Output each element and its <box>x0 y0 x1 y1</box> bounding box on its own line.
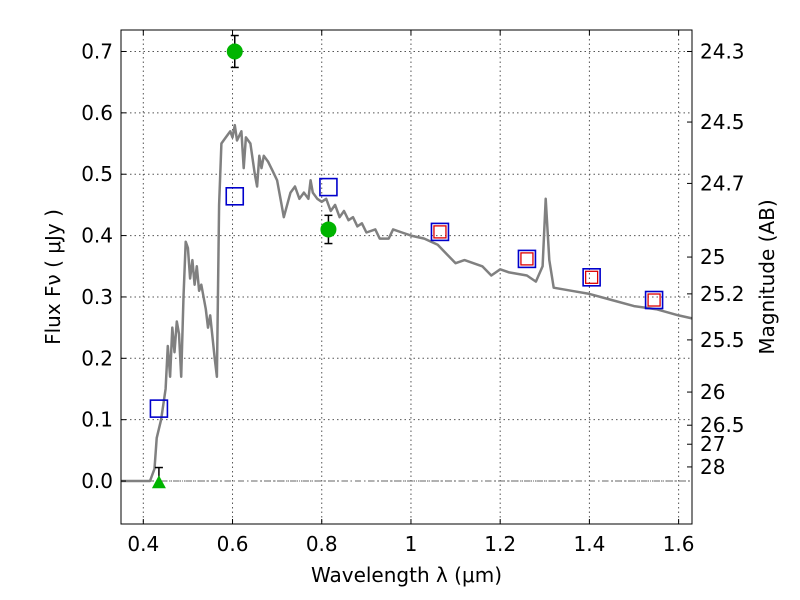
mag-tick-label: 26 <box>700 380 725 404</box>
model-spectrum-line <box>121 123 693 483</box>
mag-tick-label: 24.7 <box>700 171 745 195</box>
model-photometry-square <box>517 249 537 269</box>
mag-tick-label: 24.3 <box>700 39 745 63</box>
observed-photometry-square <box>584 270 599 284</box>
y-tick-label: 0.4 <box>81 224 113 248</box>
model-photometry-square <box>149 399 169 418</box>
x-tick-label: 1.4 <box>573 532 605 556</box>
observed-photometry-square <box>520 252 534 266</box>
mag-tick-label: 24.5 <box>700 110 745 134</box>
model-photometry-square <box>319 177 338 197</box>
x-axis-label: Wavelength λ (μm) <box>311 563 502 587</box>
model-photometry-square <box>644 290 664 310</box>
mag-tick-label: 25.2 <box>700 282 745 306</box>
y-tick-label: 0.5 <box>81 162 113 186</box>
x-tick-label: 0.8 <box>306 532 338 556</box>
detection-point <box>320 221 337 238</box>
y-axis-label-left: Flux Fν ( μJy ) <box>41 209 65 345</box>
ticks-layer: 0.4 0.6 0.8 1 1.2 1.4 1.6 0.0 0.1 0.2 0.3 0.4 0.5 0.6… <box>81 30 745 556</box>
y-tick-label: 0.0 <box>81 469 113 493</box>
x-tick-label: 1.2 <box>484 532 516 556</box>
model-photometry-square <box>582 268 601 287</box>
x-tick-label: 0.6 <box>217 532 249 556</box>
mag-tick-label: 27 <box>700 432 725 456</box>
mag-tick-label: 28 <box>700 455 725 479</box>
observed-photometry-square <box>647 293 661 307</box>
x-tick-label: 0.4 <box>127 532 159 556</box>
mag-tick-label: 26.5 <box>700 413 745 437</box>
detections-layer <box>151 34 337 489</box>
model-photometry-square <box>430 222 450 242</box>
y-tick-label: 0.6 <box>81 101 113 125</box>
mag-tick-label: 25.5 <box>700 328 745 352</box>
y-tick-label: 0.2 <box>81 346 113 370</box>
model-photometry-layer <box>149 177 664 418</box>
y-tick-label: 0.7 <box>81 39 113 63</box>
x-tick-label: 1 <box>405 532 418 556</box>
detection-point <box>226 43 243 60</box>
mag-tick-label: 25 <box>700 245 725 269</box>
model-spectrum-layer <box>121 123 693 483</box>
y-axis-label-right: Magnitude (AB) <box>755 199 779 354</box>
model-photometry-square <box>225 187 245 206</box>
y-tick-label: 0.1 <box>81 408 113 432</box>
grid-lines <box>121 30 692 524</box>
y-tick-label: 0.3 <box>81 285 113 309</box>
upper-limit-triangle <box>151 475 166 489</box>
plot-frame <box>120 29 693 525</box>
x-tick-label: 1.6 <box>663 532 695 556</box>
observed-photometry-square <box>433 225 447 239</box>
